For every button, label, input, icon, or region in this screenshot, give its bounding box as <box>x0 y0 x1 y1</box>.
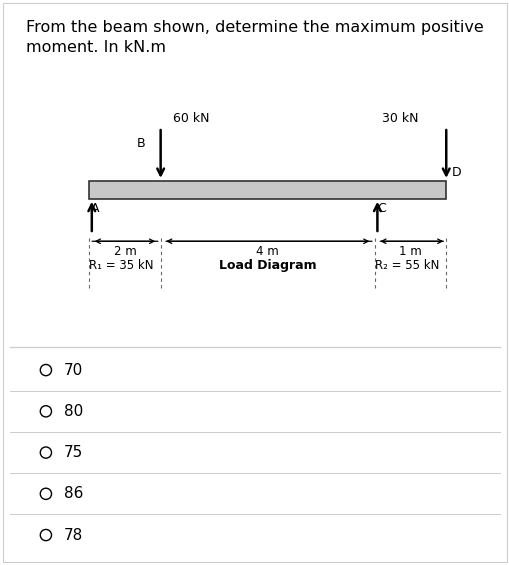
Text: 75: 75 <box>64 445 83 460</box>
Bar <box>89 181 445 199</box>
Text: 4 m: 4 m <box>256 245 278 258</box>
Text: B: B <box>136 137 145 150</box>
Text: moment. In kN.m: moment. In kN.m <box>25 40 165 55</box>
Text: 70: 70 <box>64 363 83 377</box>
Text: R₂ = 55 kN: R₂ = 55 kN <box>374 259 438 272</box>
Text: C: C <box>377 202 385 215</box>
Text: D: D <box>450 166 460 179</box>
Text: Load Diagram: Load Diagram <box>218 259 316 272</box>
Text: From the beam shown, determine the maximum positive: From the beam shown, determine the maxim… <box>25 20 483 35</box>
Text: 1 m: 1 m <box>399 245 421 258</box>
Text: 86: 86 <box>64 486 83 501</box>
Text: 80: 80 <box>64 404 83 419</box>
Text: A: A <box>91 202 99 215</box>
Text: 60 kN: 60 kN <box>173 112 210 125</box>
Text: 78: 78 <box>64 528 83 542</box>
Text: 2 m: 2 m <box>114 245 136 258</box>
Text: 30 kN: 30 kN <box>382 112 418 125</box>
Text: R₁ = 35 kN: R₁ = 35 kN <box>89 259 153 272</box>
